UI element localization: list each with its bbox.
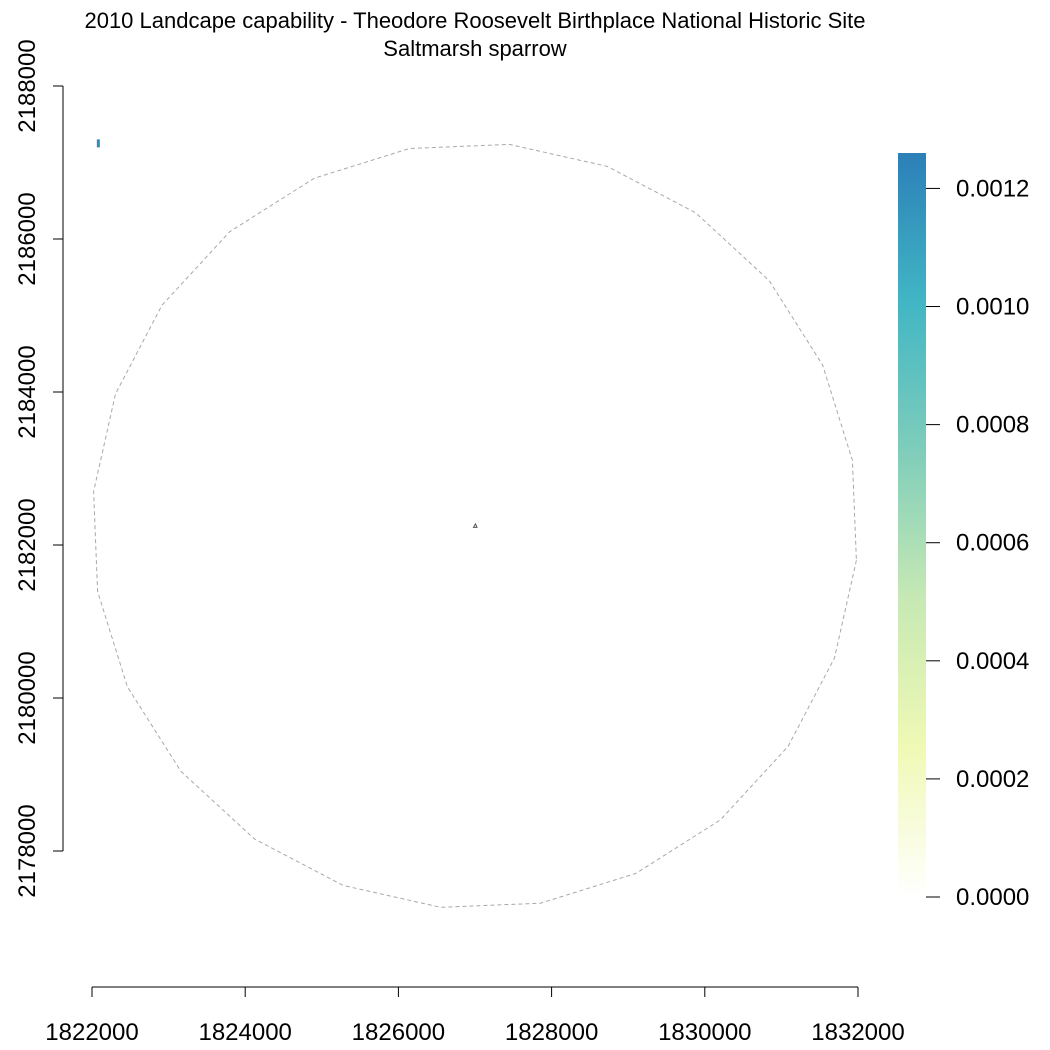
y-tick-label: 2186000 (14, 192, 41, 285)
legend-tick-label: 0.0004 (956, 648, 1029, 675)
park-boundary (472, 522, 478, 528)
x-tick-label: 1832000 (811, 1019, 904, 1046)
legend-tick-label: 0.0000 (956, 884, 1029, 911)
y-tick-label: 2180000 (14, 651, 41, 744)
x-tick-label: 1830000 (658, 1019, 751, 1046)
x-tick-label: 1828000 (505, 1019, 598, 1046)
legend-tick-label: 0.0006 (956, 530, 1029, 557)
x-tick-label: 1826000 (352, 1019, 445, 1046)
chart-subtitle: Saltmarsh sparrow (383, 36, 567, 61)
color-legend: 0.0000 0.0002 0.0004 0.0006 0.0008 0.0010 0.00… (898, 153, 1029, 911)
y-tick-label: 2184000 (14, 345, 41, 438)
capability-raster (96, 139, 100, 148)
y-tick-label: 2178000 (14, 804, 41, 897)
legend-tick-label: 0.0008 (956, 412, 1029, 439)
y-axis: 2178000 2180000 2182000 2184000 2186000 21880… (14, 39, 64, 898)
x-tick-label: 1822000 (45, 1019, 138, 1046)
legend-tick-label: 0.0010 (956, 294, 1029, 321)
raster-cell (96, 139, 100, 148)
y-tick-label: 2188000 (14, 39, 41, 132)
legend-tick-label: 0.0012 (956, 175, 1029, 202)
study-area-buffer (93, 143, 857, 908)
x-axis: 1822000 1824000 1826000 1828000 1830000 18320… (45, 986, 905, 1046)
legend-ticks: 0.0000 0.0002 0.0004 0.0006 0.0008 0.0010 0.00… (926, 175, 1029, 911)
chart-title: 2010 Landcape capability - Theodore Roos… (84, 8, 865, 33)
x-tick-label: 1824000 (198, 1019, 291, 1046)
y-tick-label: 2182000 (14, 498, 41, 591)
legend-tick-label: 0.0002 (956, 766, 1029, 793)
legend-color-bar (898, 153, 926, 897)
